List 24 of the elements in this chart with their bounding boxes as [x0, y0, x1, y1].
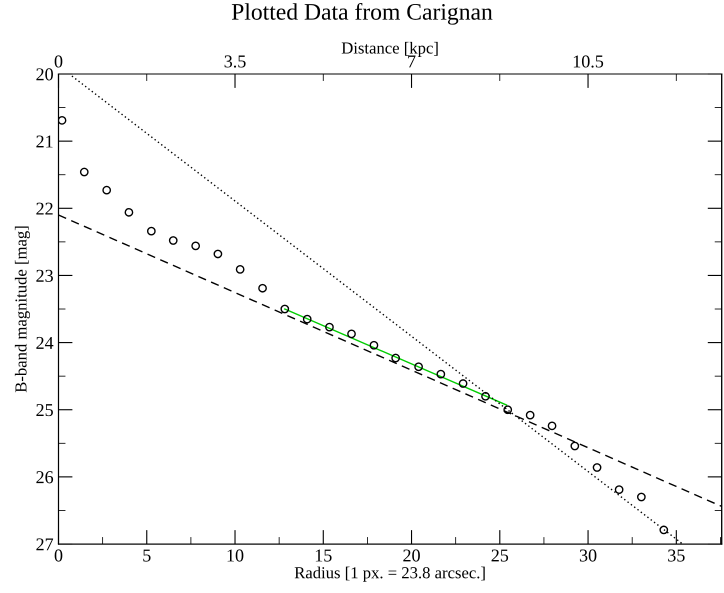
x2-tick-label: 0 [54, 55, 62, 68]
y-tick-label: 27 [36, 538, 54, 550]
y-tick-label: 22 [36, 202, 53, 215]
x-tick-label: 10 [228, 549, 244, 562]
x-tick-label: 5 [143, 550, 151, 562]
x-tick-label: 25 [492, 549, 508, 562]
x2-tick-label: 10.5 [574, 55, 604, 68]
y-axis-title: B-band magnitude [mag] [14, 226, 30, 392]
x-tick-label: 0 [54, 549, 62, 562]
x2-axis-title: Distance [kpc] [342, 42, 438, 58]
x2-tick-label: 3.5 [224, 55, 246, 68]
y-tick-label: 25 [36, 404, 53, 416]
y-tick-label: 21 [36, 135, 53, 148]
y-tick-label: 26 [36, 471, 54, 484]
x-axis-title: Radius [1 px. = 23.8 arcsec.] [294, 566, 485, 582]
x-tick-label: 20 [403, 549, 420, 562]
y-tick-label: 23 [36, 270, 53, 282]
x-tick-label: 15 [316, 549, 332, 562]
chart-title: Plotted Data from Carignan [232, 2, 492, 25]
x2-tick-label: 7 [408, 56, 416, 68]
x-tick-label: 30 [580, 549, 596, 562]
x-tick-label: 35 [668, 549, 685, 562]
y-tick-label: 24 [36, 336, 54, 349]
y-tick-label: 20 [36, 68, 53, 80]
